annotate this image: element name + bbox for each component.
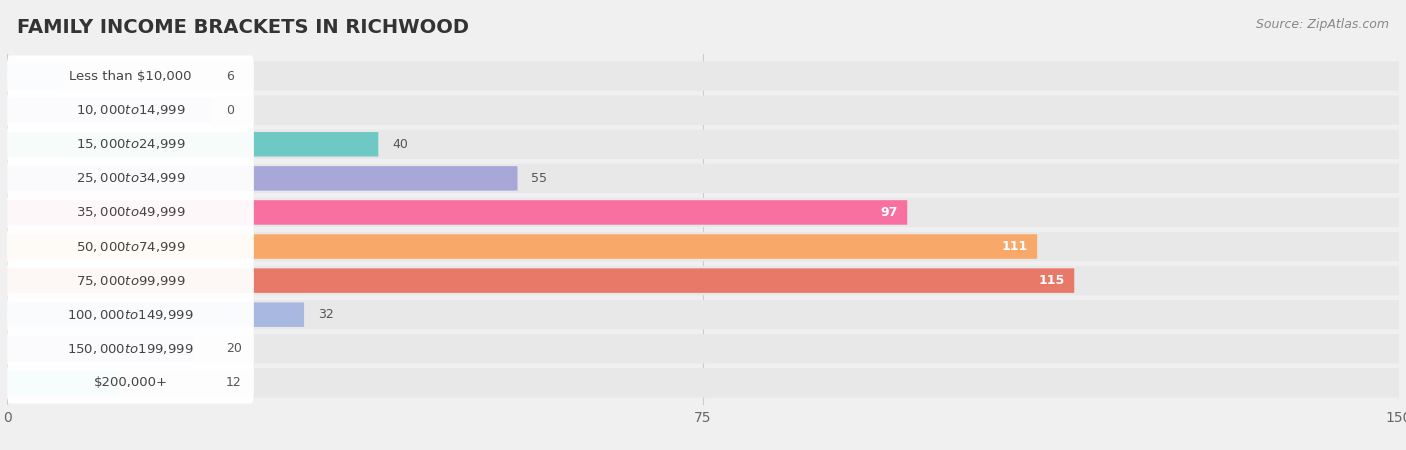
Text: $25,000 to $34,999: $25,000 to $34,999 [76, 171, 186, 185]
FancyBboxPatch shape [7, 200, 907, 225]
FancyBboxPatch shape [7, 294, 254, 335]
FancyBboxPatch shape [7, 234, 1038, 259]
FancyBboxPatch shape [7, 164, 1399, 193]
FancyBboxPatch shape [7, 124, 254, 165]
FancyBboxPatch shape [7, 62, 1399, 91]
Text: 97: 97 [880, 206, 898, 219]
Text: 40: 40 [392, 138, 408, 151]
FancyBboxPatch shape [7, 55, 254, 97]
FancyBboxPatch shape [7, 302, 304, 327]
Text: $15,000 to $24,999: $15,000 to $24,999 [76, 137, 186, 151]
Text: $200,000+: $200,000+ [93, 376, 167, 389]
Text: $75,000 to $99,999: $75,000 to $99,999 [76, 274, 186, 288]
FancyBboxPatch shape [7, 90, 254, 131]
FancyBboxPatch shape [7, 362, 254, 404]
Text: Less than $10,000: Less than $10,000 [69, 70, 191, 83]
Text: Source: ZipAtlas.com: Source: ZipAtlas.com [1256, 18, 1389, 31]
Text: $150,000 to $199,999: $150,000 to $199,999 [67, 342, 194, 356]
Text: $100,000 to $149,999: $100,000 to $149,999 [67, 308, 194, 322]
FancyBboxPatch shape [7, 98, 212, 122]
FancyBboxPatch shape [7, 368, 1399, 397]
FancyBboxPatch shape [7, 268, 1074, 293]
Text: FAMILY INCOME BRACKETS IN RICHWOOD: FAMILY INCOME BRACKETS IN RICHWOOD [17, 18, 468, 37]
FancyBboxPatch shape [7, 232, 1399, 261]
FancyBboxPatch shape [7, 95, 1399, 125]
FancyBboxPatch shape [7, 328, 254, 369]
Text: 0: 0 [226, 104, 233, 117]
Text: 115: 115 [1039, 274, 1064, 287]
FancyBboxPatch shape [7, 132, 378, 157]
FancyBboxPatch shape [7, 334, 1399, 364]
FancyBboxPatch shape [7, 192, 254, 233]
Text: 111: 111 [1001, 240, 1028, 253]
Text: $35,000 to $49,999: $35,000 to $49,999 [76, 206, 186, 220]
Text: 55: 55 [531, 172, 547, 185]
Text: $10,000 to $14,999: $10,000 to $14,999 [76, 103, 186, 117]
Text: 20: 20 [226, 342, 242, 355]
FancyBboxPatch shape [7, 64, 63, 88]
FancyBboxPatch shape [7, 198, 1399, 227]
FancyBboxPatch shape [7, 266, 1399, 295]
FancyBboxPatch shape [7, 260, 254, 302]
FancyBboxPatch shape [7, 130, 1399, 159]
FancyBboxPatch shape [7, 300, 1399, 329]
FancyBboxPatch shape [7, 158, 254, 199]
Text: $50,000 to $74,999: $50,000 to $74,999 [76, 239, 186, 253]
Text: 12: 12 [226, 376, 242, 389]
Text: 6: 6 [226, 70, 233, 83]
FancyBboxPatch shape [7, 166, 517, 191]
FancyBboxPatch shape [7, 226, 254, 267]
Text: 32: 32 [318, 308, 333, 321]
FancyBboxPatch shape [7, 371, 118, 395]
FancyBboxPatch shape [7, 337, 193, 361]
